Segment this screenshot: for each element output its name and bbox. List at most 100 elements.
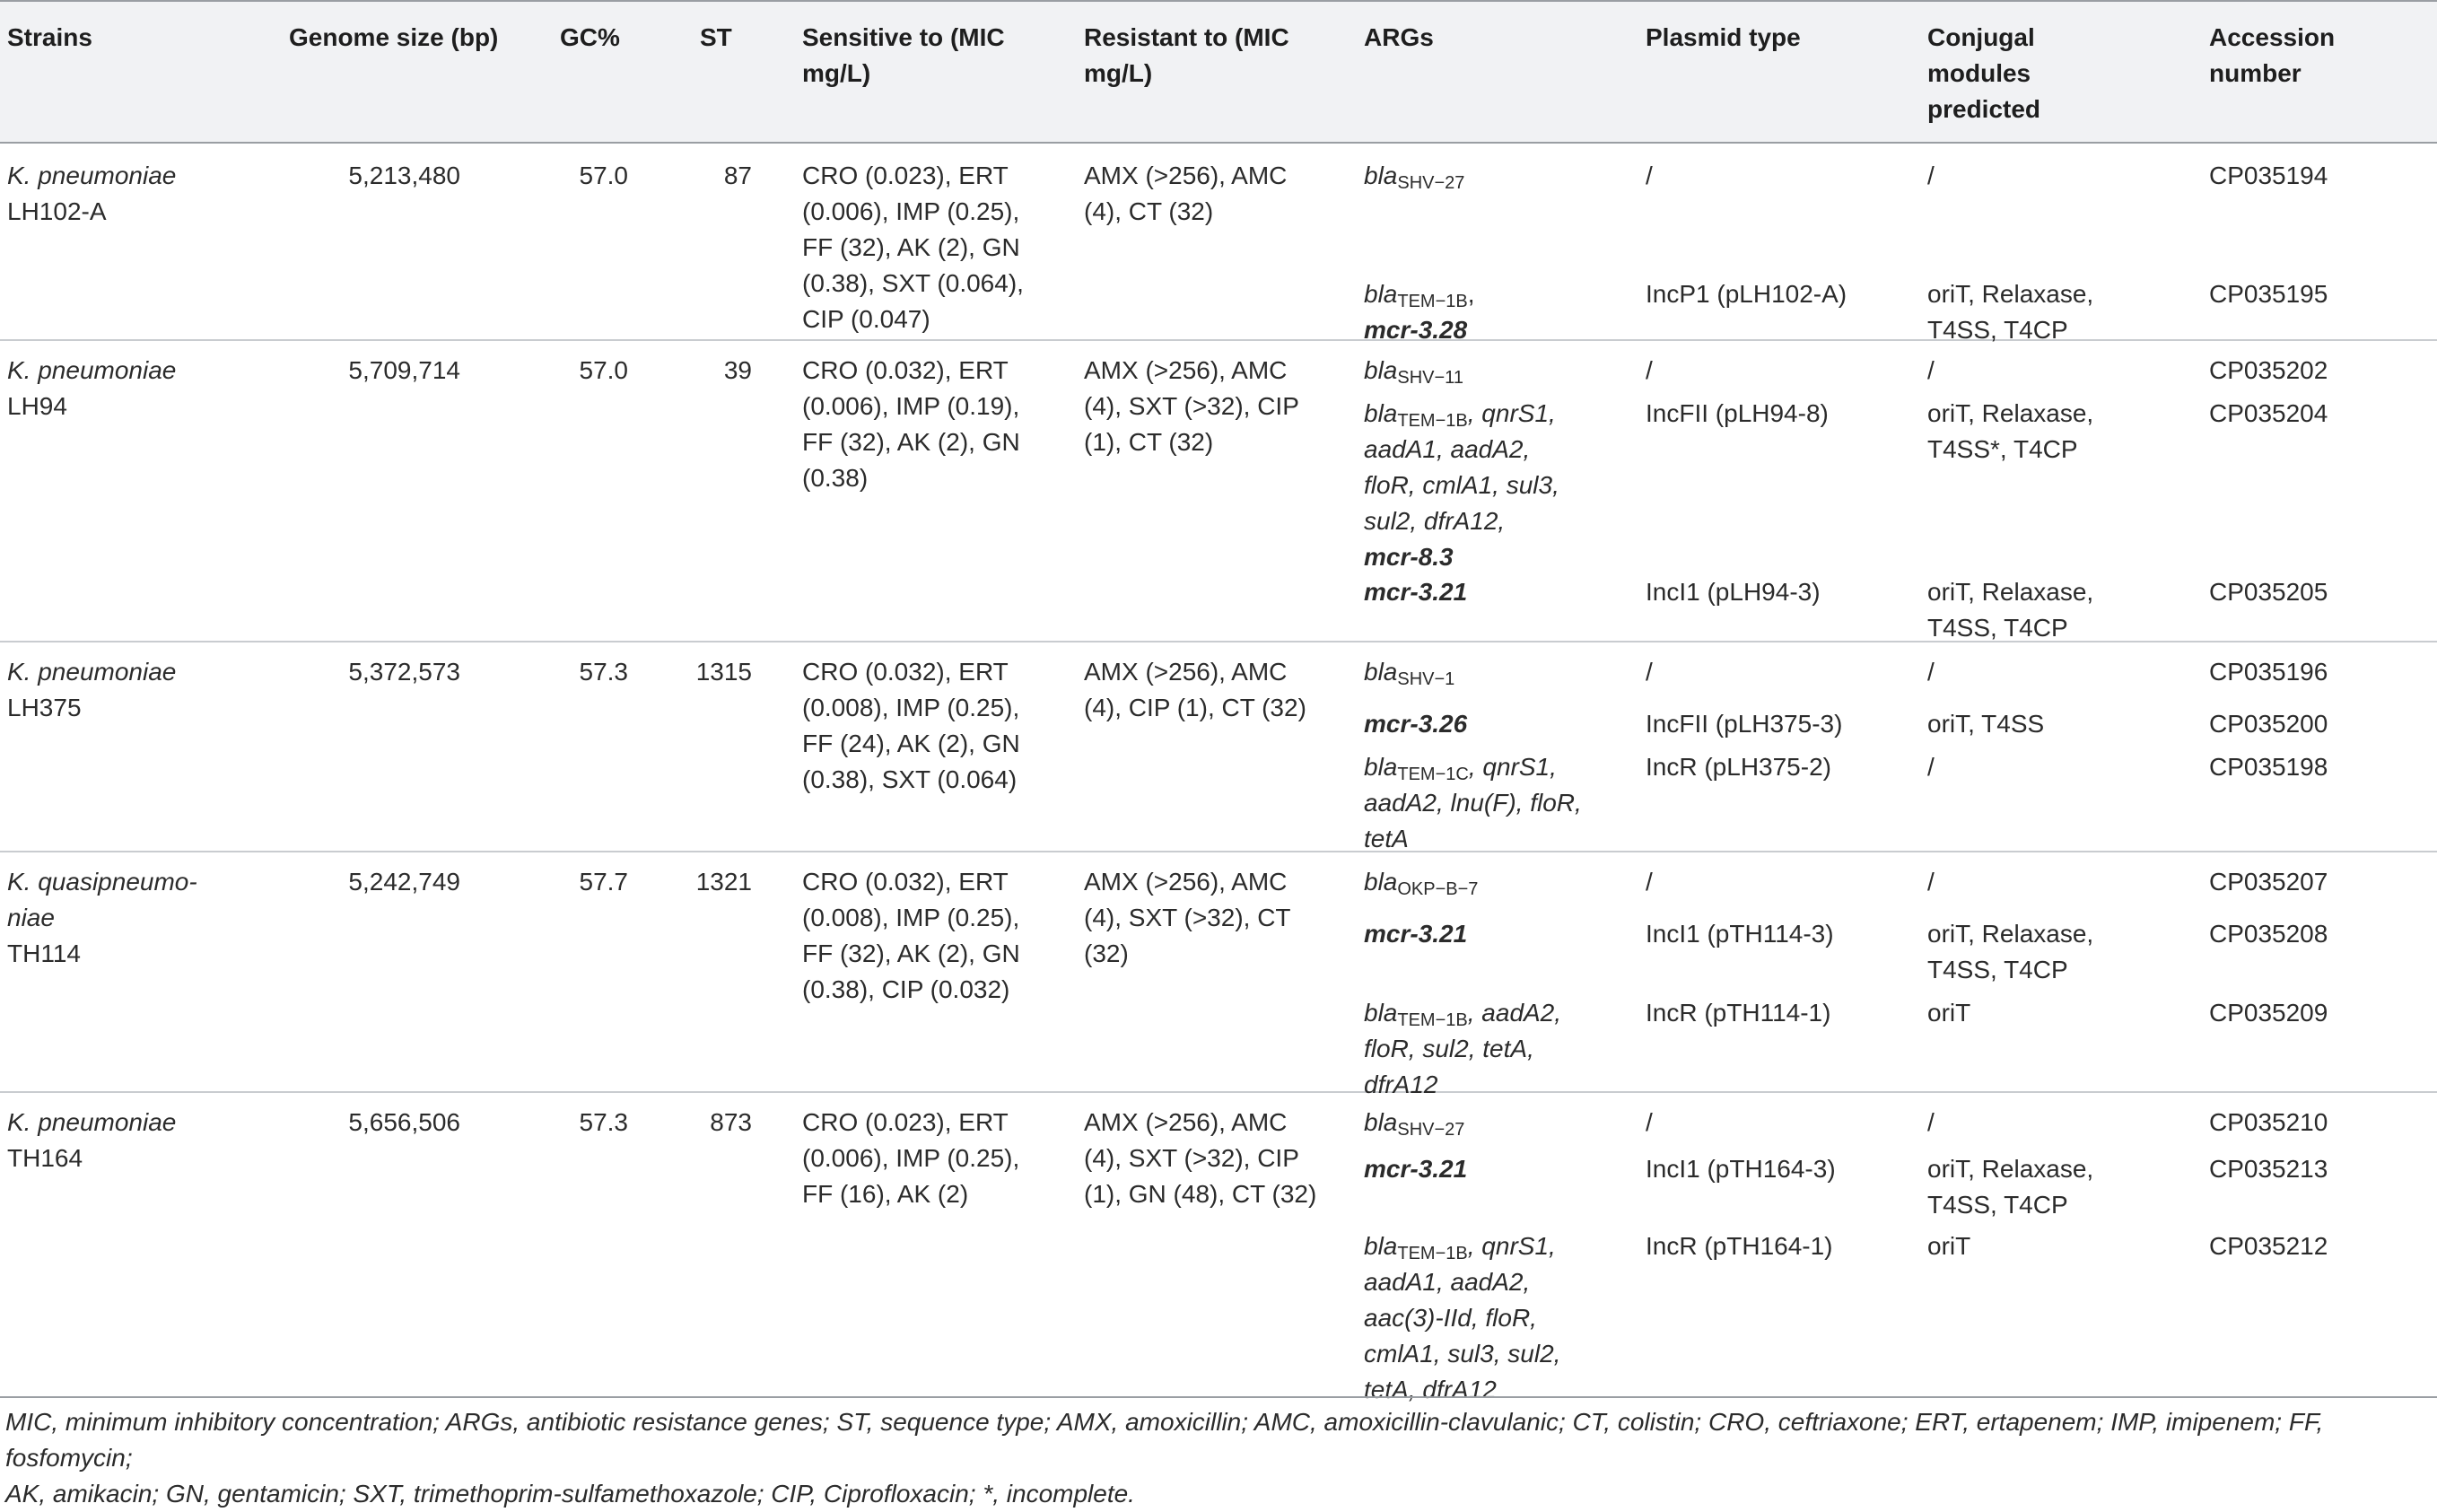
conjugal-modules: / (1927, 1108, 1935, 1136)
plasmid-type: IncR (pTH164-1) (1646, 1232, 1833, 1260)
genome-size: 5,372,573 (348, 658, 460, 686)
sensitive-to: CRO (0.032), ERT (0.006), IMP (0.19), FF… (802, 356, 1020, 492)
plasmid-type: IncR (pLH375-2) (1646, 753, 1831, 781)
sequence-type: 39 (723, 356, 752, 384)
accession-number: CP035209 (2209, 999, 2328, 1027)
plasmid-type: / (1646, 356, 1653, 384)
row-separator (0, 851, 2437, 852)
accession-number: CP035194 (2209, 162, 2328, 189)
strain-species: K. pneumoniae (7, 162, 177, 189)
strain-name: K. pneumoniae TH164 (7, 1105, 176, 1176)
strain-species: K. pneumoniae (7, 1108, 177, 1136)
accession-number: CP035196 (2209, 658, 2328, 686)
sequence-type: 873 (710, 1108, 752, 1136)
accession-number: CP035213 (2209, 1155, 2328, 1183)
args-genes: blaTEM−1C, qnrS1, aadA2, lnu(F), floR, t… (1364, 753, 1582, 852)
accession-number: CP035202 (2209, 356, 2328, 384)
header-rule (0, 142, 2437, 144)
conjugal-modules: / (1927, 356, 1935, 384)
accession-number: CP035208 (2209, 920, 2328, 948)
args-genes: blaTEM−1B, aadA2, floR, sul2, tetA, dfrA… (1364, 999, 1562, 1098)
resistant-to: AMX (>256), AMC (4), CT (32) (1084, 162, 1288, 225)
plasmid-type: IncFII (pLH94-8) (1646, 399, 1829, 427)
args-genes: blaTEM−1B, qnrS1, aadA1, aadA2, floR, cm… (1364, 399, 1559, 571)
plasmid-type: IncI1 (pTH164-3) (1646, 1155, 1836, 1183)
strain-id: TH164 (7, 1144, 83, 1172)
header-st: ST (700, 23, 732, 51)
resistant-to: AMX (>256), AMC (4), SXT (>32), CT (32) (1084, 868, 1291, 967)
args-genes: mcr-3.21 (1364, 920, 1468, 948)
plasmid-type: IncFII (pLH375-3) (1646, 710, 1843, 738)
accession-number: CP035200 (2209, 710, 2328, 738)
plasmid-type: IncP1 (pLH102-A) (1646, 280, 1847, 308)
plasmid-type: IncR (pTH114-1) (1646, 999, 1831, 1027)
strain-id: LH94 (7, 392, 67, 420)
sequence-type: 87 (723, 162, 752, 189)
conjugal-modules: oriT, Relaxase, T4SS, T4CP (1927, 920, 2094, 983)
conjugal-modules: oriT (1927, 999, 1971, 1027)
bottom-rule (0, 1396, 2437, 1398)
accession-number: CP035204 (2209, 399, 2328, 427)
conjugal-modules: oriT, Relaxase, T4SS, T4CP (1927, 578, 2094, 642)
gc-percent: 57.0 (579, 162, 629, 189)
sensitive-to: CRO (0.032), ERT (0.008), IMP (0.25), FF… (802, 868, 1020, 1003)
plasmid-type: IncI1 (pLH94-3) (1646, 578, 1821, 606)
strain-name: K. pneumoniae LH102-A (7, 158, 176, 230)
strain-name: K. pneumoniae LH375 (7, 654, 176, 726)
resistant-to: AMX (>256), AMC (4), CIP (1), CT (32) (1084, 658, 1306, 721)
header-resistant: Resistant to (MIC mg/L) (1084, 23, 1289, 87)
plasmid-type: / (1646, 162, 1653, 189)
table-footnote: MIC, minimum inhibitory concentration; A… (5, 1408, 2324, 1508)
header-conjugal-modules: Conjugal modules predicted (1927, 23, 2041, 123)
header-plasmid-type: Plasmid type (1646, 23, 1801, 51)
args-genes: blaSHV−1 (1364, 658, 1455, 689)
sensitive-to: CRO (0.023), ERT (0.006), IMP (0.25), FF… (802, 1108, 1020, 1208)
header-strains: Strains (7, 23, 92, 51)
args-genes: blaTEM−1B, mcr-3.28 (1364, 280, 1475, 344)
strain-species: K. quasipneumo- niae (7, 868, 197, 931)
table-header-band (0, 0, 2437, 142)
sequence-type: 1315 (695, 658, 752, 686)
conjugal-modules: oriT (1927, 1232, 1971, 1260)
row-separator (0, 339, 2437, 341)
strain-name: K. pneumoniae LH94 (7, 353, 176, 424)
sensitive-to: CRO (0.032), ERT (0.008), IMP (0.25), FF… (802, 658, 1020, 793)
args-genes: mcr-3.21 (1364, 578, 1468, 606)
plasmid-type: / (1646, 1108, 1653, 1136)
accession-number: CP035207 (2209, 868, 2328, 896)
args-genes: blaTEM−1B, qnrS1, aadA1, aadA2, aac(3)-I… (1364, 1232, 1561, 1403)
strain-id: TH114 (7, 940, 81, 967)
strain-name: K. quasipneumo- niae TH114 (7, 864, 197, 972)
accession-number: CP035198 (2209, 753, 2328, 781)
sensitive-to: CRO (0.023), ERT (0.006), IMP (0.25), FF… (802, 162, 1024, 333)
accession-number: CP035212 (2209, 1232, 2328, 1260)
conjugal-modules: oriT, Relaxase, T4SS, T4CP (1927, 280, 2094, 344)
sequence-type: 1321 (695, 868, 752, 896)
gc-percent: 57.3 (579, 658, 629, 686)
args-genes: blaSHV−11 (1364, 356, 1463, 388)
conjugal-modules: / (1927, 868, 1935, 896)
args-genes: mcr-3.21 (1364, 1155, 1468, 1183)
strain-id: LH375 (7, 694, 82, 721)
genome-size: 5,709,714 (348, 356, 460, 384)
accession-number: CP035195 (2209, 280, 2328, 308)
resistant-to: AMX (>256), AMC (4), SXT (>32), CIP (1),… (1084, 1108, 1317, 1208)
conjugal-modules: oriT, Relaxase, T4SS, T4CP (1927, 1155, 2094, 1219)
gc-percent: 57.3 (579, 1108, 629, 1136)
args-genes: mcr-3.26 (1364, 710, 1468, 738)
genome-size: 5,242,749 (348, 868, 460, 896)
plasmid-type: / (1646, 658, 1653, 686)
conjugal-modules: oriT, T4SS (1927, 710, 2045, 738)
accession-number: CP035205 (2209, 578, 2328, 606)
header-gc: GC% (560, 23, 620, 51)
strain-species: K. pneumoniae (7, 658, 177, 686)
args-genes: blaOKP−B−7 (1364, 868, 1479, 899)
genome-size: 5,656,506 (348, 1108, 460, 1136)
header-genome-size: Genome size (bp) (289, 23, 499, 51)
row-separator (0, 641, 2437, 642)
header-accession: Accession number (2209, 23, 2336, 87)
conjugal-modules: / (1927, 162, 1935, 189)
top-rule (0, 0, 2437, 2)
resistant-to: AMX (>256), AMC (4), SXT (>32), CIP (1),… (1084, 356, 1299, 456)
header-sensitive: Sensitive to (MIC mg/L) (802, 23, 1005, 87)
